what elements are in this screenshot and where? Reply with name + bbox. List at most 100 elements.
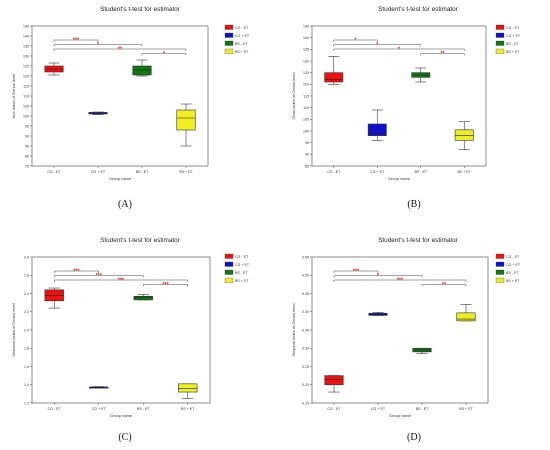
legend-swatch: [495, 253, 505, 259]
y-tick-label: 0.45: [302, 292, 309, 296]
x-axis-label: Group name: [389, 413, 412, 418]
y-tick-label: 1.4: [24, 383, 29, 387]
significance-label: ***: [353, 269, 360, 275]
legend-label: BS + ET: [506, 50, 520, 54]
panel-label: (A): [118, 199, 132, 210]
legend-label: BS + ET: [235, 279, 249, 283]
legend-label: CG - ET: [506, 26, 520, 30]
legend-swatch: [495, 40, 505, 46]
y-tick-label: 75: [25, 164, 29, 168]
legend-label: CG - ET: [235, 255, 249, 259]
y-tick-label: 80: [25, 154, 29, 158]
chart-panel-2: Student's t-test for estimator 85 90 95 100 1…: [291, 6, 521, 210]
significance-label: ***: [96, 273, 103, 279]
y-tick-label: 125: [23, 64, 29, 68]
legend-label: BS - ET: [235, 271, 248, 275]
significance-bracket-2: **: [53, 47, 187, 53]
box-body: [176, 109, 196, 131]
y-tick-label: 100: [303, 129, 309, 133]
box-3: [454, 121, 474, 150]
legend-label: CG + ET: [506, 263, 521, 267]
y-tick-label: 85: [305, 164, 309, 168]
y-tick-label: 90: [25, 134, 29, 138]
y-tick-label: 120: [23, 74, 29, 78]
y-tick-label: 105: [303, 118, 309, 122]
y-tick-label: 2.2: [24, 310, 29, 314]
significance-bracket-1: *: [53, 42, 143, 48]
x-tick-label: BS - ET: [416, 407, 429, 411]
legend-swatch: [224, 269, 234, 275]
chart-title: Student's t-test for estimator: [378, 237, 459, 244]
y-tick-label: 0.50: [302, 274, 309, 278]
legend-label: CG - ET: [235, 26, 249, 30]
significance-label: *: [376, 42, 379, 48]
legend-swatch: [495, 32, 505, 38]
y-tick-label: 110: [23, 94, 29, 98]
legend-swatch: [224, 277, 234, 283]
x-tick-label: BS + ET: [179, 170, 193, 174]
x-tick-label: CG - ET: [47, 170, 61, 174]
y-tick-label: 140: [23, 34, 29, 38]
y-tick-label: 135: [303, 48, 309, 52]
y-tick-label: 2.0: [24, 328, 29, 332]
box-1: [89, 386, 109, 389]
significance-bracket-1: *: [333, 42, 421, 48]
significance-bracket-0: ***: [54, 269, 99, 275]
y-axis-label: Chao index of Genus level: [291, 72, 296, 119]
legend-swatch: [224, 40, 234, 46]
legend-swatch: [495, 277, 505, 283]
box-3: [176, 103, 196, 147]
box-body: [178, 383, 198, 393]
y-tick-label: 95: [25, 124, 29, 128]
legend-label: BS + ET: [506, 279, 520, 283]
y-axis-label: Simpson index of Genus level: [291, 303, 296, 356]
y-tick-label: 100: [23, 114, 29, 118]
y-tick-label: 95: [305, 141, 309, 145]
x-tick-label: CG + ET: [92, 407, 107, 411]
box-body: [454, 129, 474, 141]
significance-label: ***: [162, 282, 169, 288]
x-axis-label: Group name: [109, 176, 132, 181]
legend-swatch: [224, 253, 234, 259]
significance-bracket-1: *: [333, 273, 423, 279]
y-tick-label: 2.4: [24, 292, 29, 296]
y-tick-label: 140: [303, 36, 309, 40]
significance-bracket-3: ***: [143, 282, 188, 288]
x-axis-label: Group name: [110, 413, 133, 418]
y-tick-label: 130: [23, 54, 29, 58]
panel-label: (B): [407, 199, 420, 210]
box-body: [324, 72, 344, 83]
legend-swatch: [224, 261, 234, 267]
significance-bracket-2: ***: [54, 278, 188, 284]
box-2: [133, 294, 153, 301]
x-tick-label: CG - ET: [327, 407, 341, 411]
significance-label: *: [163, 51, 166, 57]
legend-swatch: [495, 24, 505, 30]
x-tick-label: BS + ET: [181, 407, 195, 411]
box-body: [133, 295, 153, 301]
y-tick-label: 0.40: [302, 310, 309, 314]
significance-bracket-1: ***: [54, 273, 144, 279]
box-1: [88, 111, 108, 115]
y-tick-label: 90: [305, 153, 309, 157]
y-tick-label: 0.35: [302, 328, 309, 332]
significance-bracket-3: **: [420, 51, 465, 57]
significance-label: ***: [73, 38, 80, 44]
box-body: [324, 375, 344, 386]
box-2: [132, 59, 152, 77]
legend-label: BS - ET: [506, 42, 519, 46]
box-0: [324, 375, 344, 393]
significance-label: *: [398, 47, 401, 53]
y-tick-label: 145: [23, 24, 29, 28]
y-tick-label: 1.6: [24, 365, 29, 369]
panel-label: (C): [118, 432, 131, 443]
box-2: [411, 67, 431, 83]
legend-swatch: [495, 269, 505, 275]
significance-label: *: [377, 273, 380, 279]
significance-label: **: [440, 51, 445, 57]
y-tick-label: 135: [23, 44, 29, 48]
legend-swatch: [495, 48, 505, 54]
y-tick-label: 105: [23, 104, 29, 108]
x-tick-label: CG - ET: [48, 407, 62, 411]
legend-swatch: [224, 24, 234, 30]
